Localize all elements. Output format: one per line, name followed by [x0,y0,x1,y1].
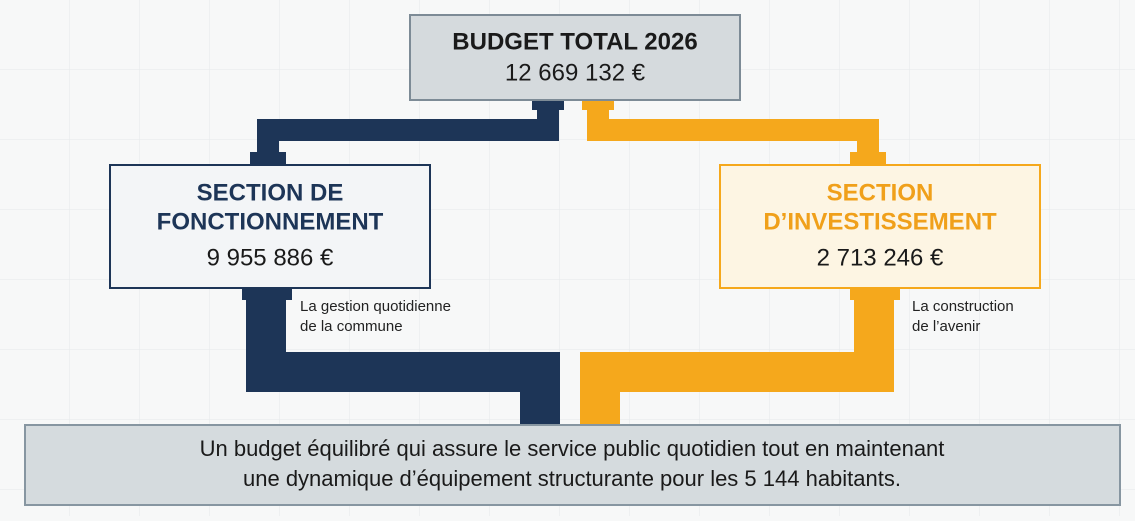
pipe-left [246,100,560,425]
section-note: La construction [912,298,1014,315]
section-title: FONCTIONNEMENT [157,208,384,235]
section-title: SECTION DE [197,179,344,206]
pipe-cap [850,288,900,300]
pipe-cap [850,152,886,165]
section-note: de la commune [300,318,403,335]
pipe-cap [532,100,564,110]
pipe-cap [242,288,292,300]
section-title: SECTION [827,179,934,206]
pipe-right [580,100,894,425]
total-box [409,14,741,101]
section-amount: 2 713 246 € [817,244,944,271]
section-note: La gestion quotidienne [300,298,451,315]
section-amount: 9 955 886 € [207,244,334,271]
total-title: BUDGET TOTAL 2026 [452,28,697,55]
pipe-cap [250,152,286,165]
pipe-cap [582,100,614,110]
total-amount: 12 669 132 € [505,59,646,86]
section-box [109,164,431,289]
footer-text: une dynamique d’équipement structurante … [243,466,901,491]
footer-text: Un budget équilibré qui assure le servic… [200,436,945,461]
section-note: de l’avenir [912,318,980,335]
footer-box [24,424,1121,506]
section-title: D’INVESTISSEMENT [763,208,997,235]
section-box [719,164,1041,289]
